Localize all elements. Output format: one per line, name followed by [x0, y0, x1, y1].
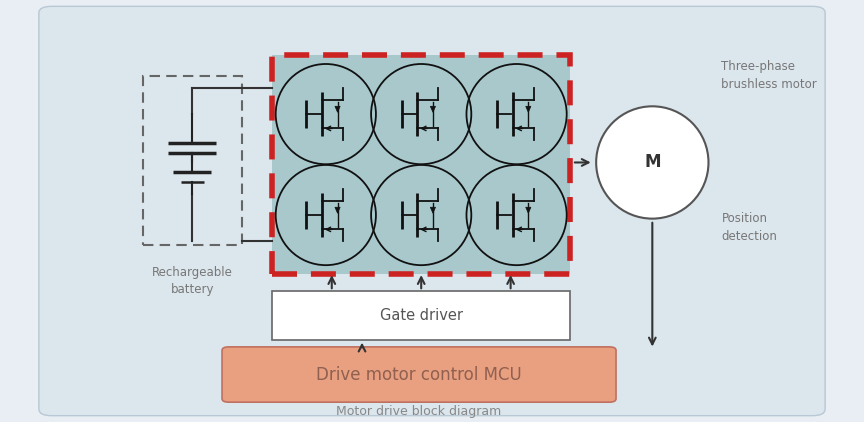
Bar	[143, 76, 242, 245]
Text: Position
detection: Position detection	[721, 212, 778, 243]
Ellipse shape	[596, 106, 708, 219]
FancyBboxPatch shape	[222, 347, 616, 402]
Text: Drive motor control MCU: Drive motor control MCU	[316, 365, 522, 384]
Text: Motor drive block diagram: Motor drive block diagram	[336, 405, 502, 418]
Text: Gate driver: Gate driver	[379, 308, 463, 323]
Polygon shape	[430, 207, 435, 213]
Bar	[272, 55, 570, 274]
Bar	[272, 291, 570, 340]
Text: Three-phase
brushless motor: Three-phase brushless motor	[721, 60, 817, 92]
Polygon shape	[525, 207, 530, 213]
Text: Rechargeable
battery: Rechargeable battery	[152, 266, 232, 296]
Polygon shape	[335, 207, 340, 213]
Text: M: M	[644, 154, 661, 171]
Polygon shape	[430, 106, 435, 112]
FancyBboxPatch shape	[39, 6, 825, 416]
Polygon shape	[525, 106, 530, 112]
Polygon shape	[335, 106, 340, 112]
